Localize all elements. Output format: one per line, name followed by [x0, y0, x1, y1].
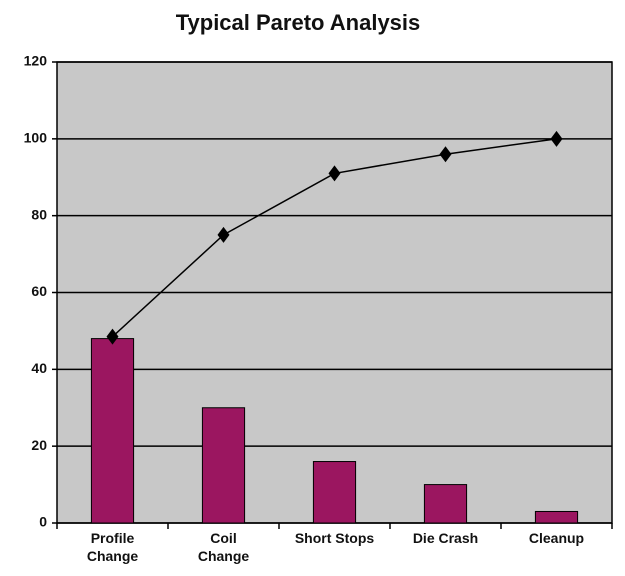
x-tick-label: Coil Change: [197, 530, 250, 564]
y-tick-label: 40: [31, 360, 47, 376]
marker: [217, 226, 230, 243]
y-tick-label: 0: [39, 514, 47, 530]
x-tick-label: Short Stops: [294, 530, 375, 546]
bar: [90, 338, 135, 524]
y-tick-label: 100: [24, 130, 48, 146]
bar: [312, 461, 357, 524]
marker: [550, 130, 563, 147]
bar: [423, 484, 468, 524]
y-tick-label: 120: [24, 53, 48, 69]
x-tick-label: Cleanup: [528, 530, 585, 546]
bar: [201, 407, 246, 524]
chart-title: Typical Pareto Analysis: [176, 10, 421, 35]
y-tick-label: 60: [31, 283, 47, 299]
x-tick-label: Profile Change: [86, 530, 139, 564]
marker: [106, 328, 119, 345]
y-tick-label: 20: [31, 437, 47, 453]
marker: [328, 165, 341, 182]
marker: [439, 146, 452, 163]
bar: [534, 510, 579, 524]
y-tick-label: 80: [31, 206, 47, 222]
x-tick-label: Die Crash: [412, 530, 479, 546]
